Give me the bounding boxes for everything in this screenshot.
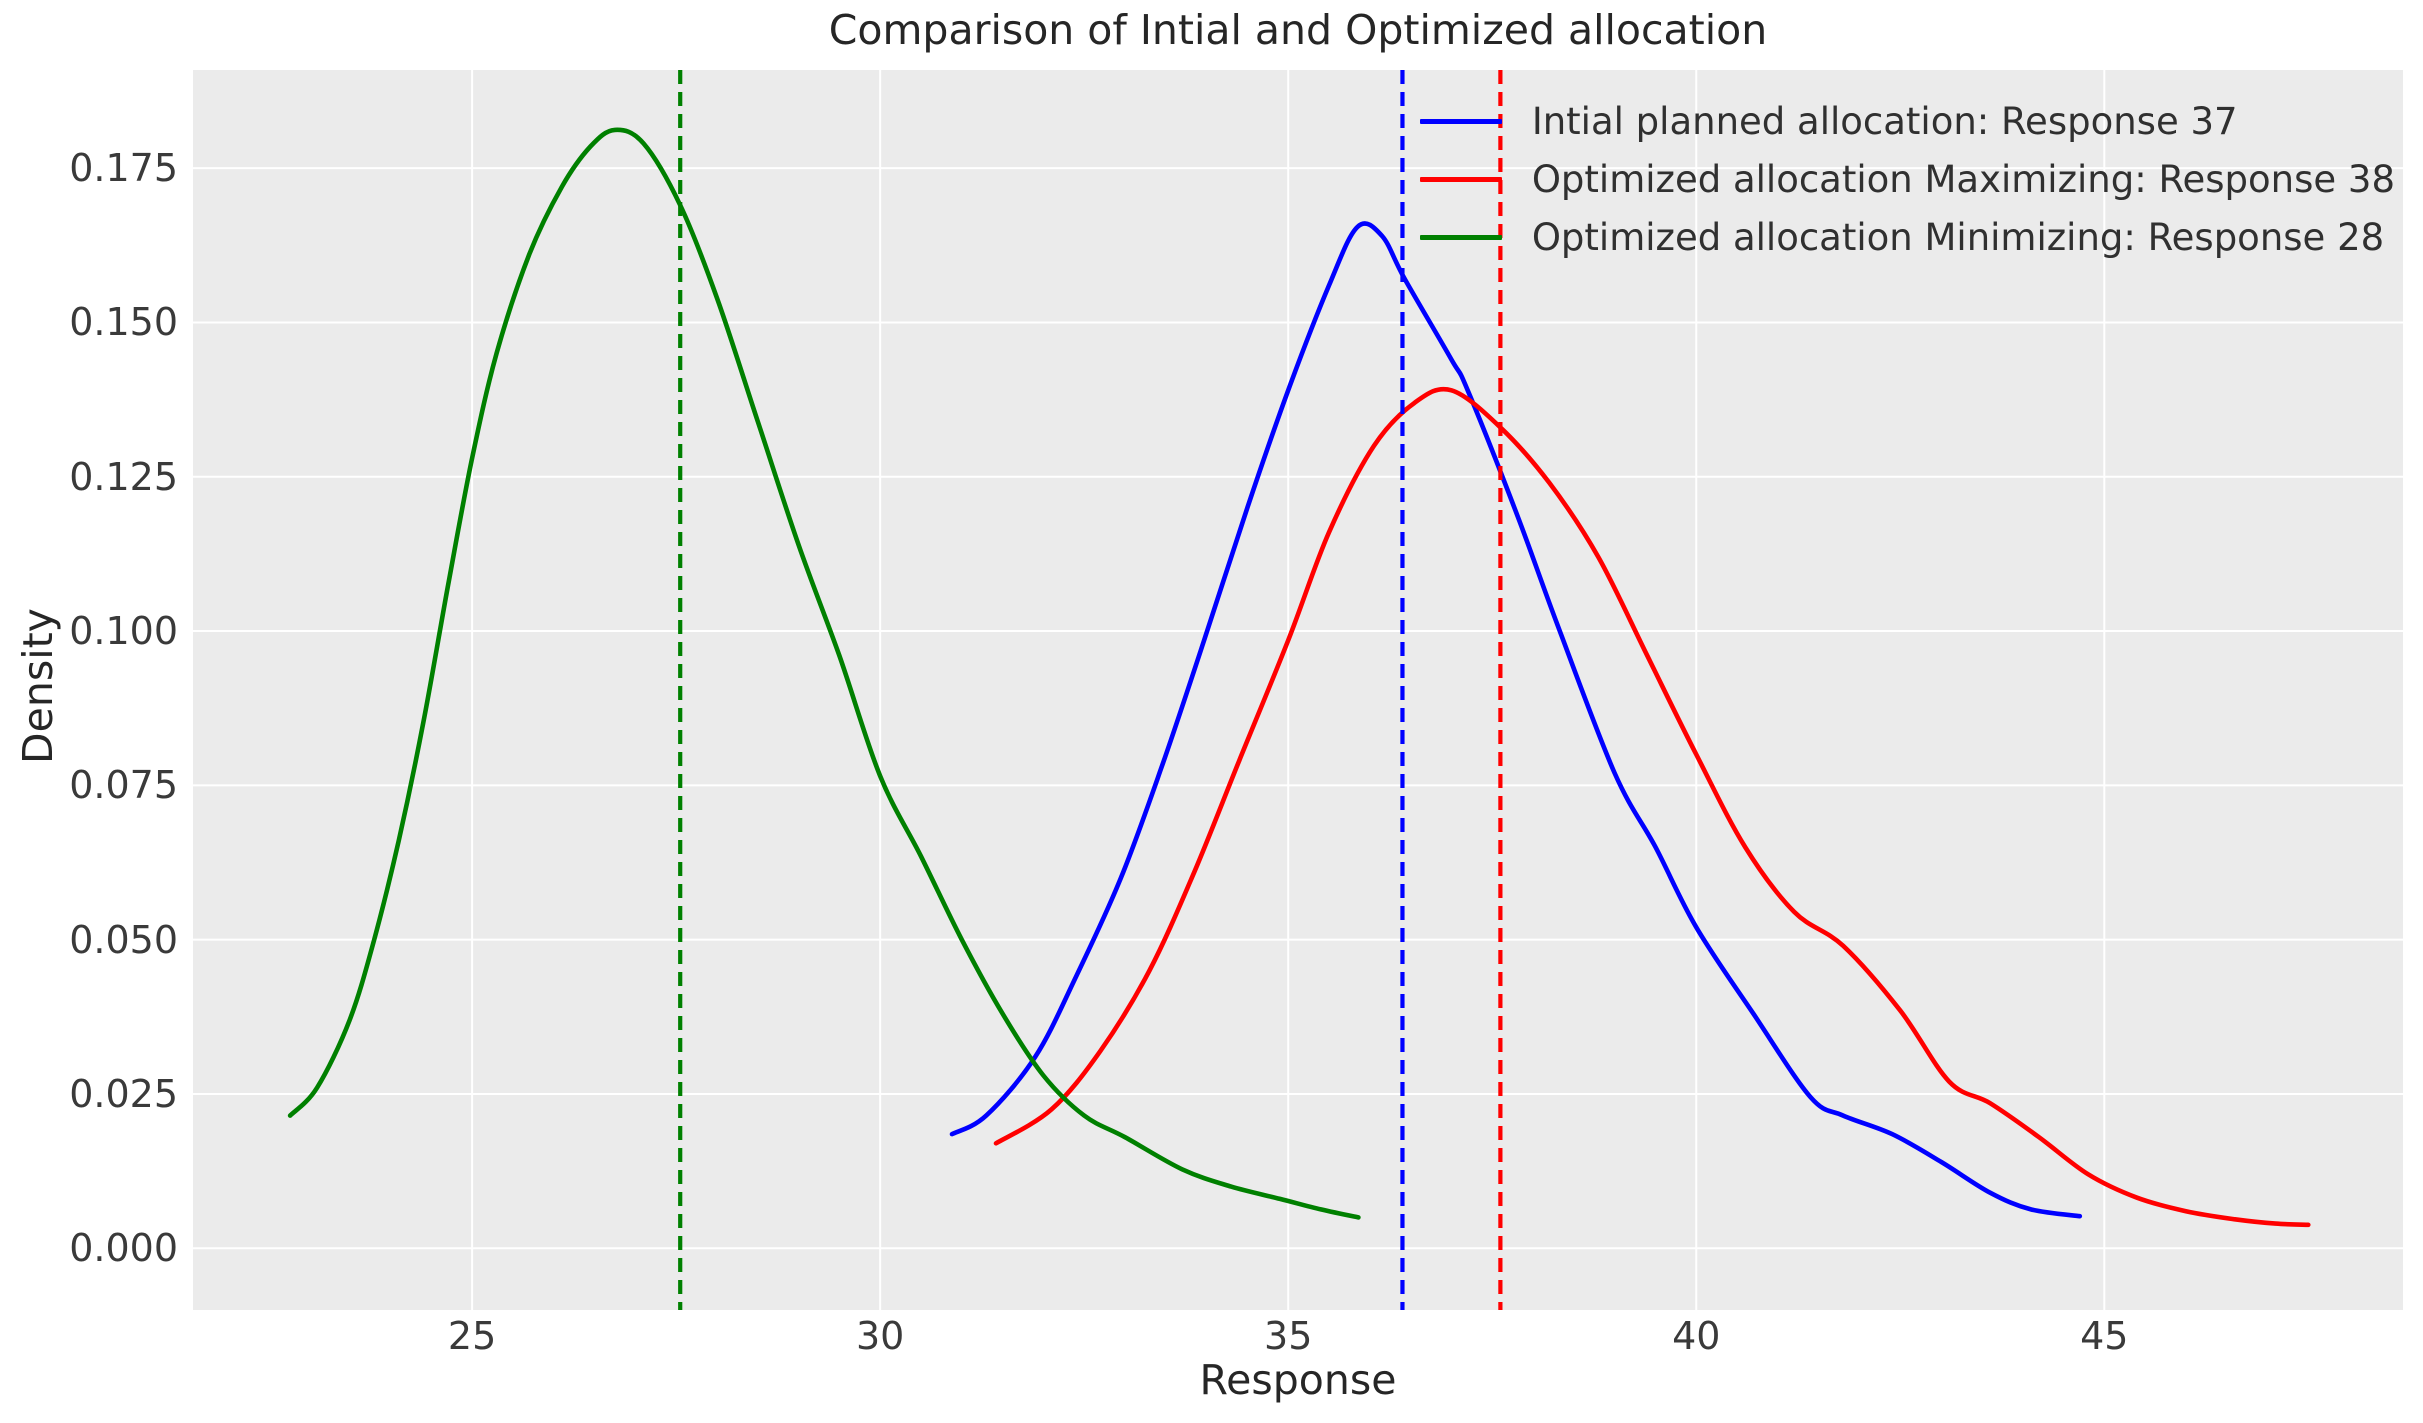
x-tick-label: 40 — [1672, 1314, 1721, 1358]
legend-item-label: Optimized allocation Maximizing: Respons… — [1531, 157, 2395, 201]
density-curve-initial — [949, 221, 2083, 1219]
legend-item: Optimized allocation Minimizing: Respons… — [1419, 208, 2395, 266]
legend-line-sample — [1419, 176, 1502, 182]
legend-item: Optimized allocation Maximizing: Respons… — [1419, 150, 2395, 208]
density-curve-maximizing — [993, 386, 2311, 1228]
y-tick-label: 0.075 — [69, 763, 178, 808]
y-tick-label: 0.000 — [69, 1226, 178, 1271]
y-tick-label: 0.150 — [69, 300, 178, 345]
x-tick-label: 25 — [447, 1314, 497, 1358]
chart-title: Comparison of Intial and Optimized alloc… — [828, 6, 1768, 54]
density-curve-minimizing — [287, 127, 1361, 1220]
y-tick-label: 0.050 — [69, 917, 178, 962]
legend-item-label: Intial planned allocation: Response 37 — [1531, 99, 2238, 143]
y-tick-label: 0.125 — [69, 454, 178, 499]
y-tick-label: 0.175 — [69, 146, 178, 191]
x-tick-label: 30 — [855, 1314, 905, 1358]
y-tick-label: 0.100 — [69, 609, 178, 654]
legend-line-sample — [1419, 118, 1502, 124]
legend-item-label: Optimized allocation Minimizing: Respons… — [1531, 215, 2385, 259]
legend: Intial planned allocation: Response 37 Op… — [1419, 92, 2395, 266]
x-tick-label: 45 — [2080, 1314, 2129, 1358]
legend-item: Intial planned allocation: Response 37 — [1419, 92, 2395, 150]
x-tick-label: 35 — [1264, 1314, 1313, 1358]
y-tick-label: 0.025 — [69, 1071, 178, 1116]
x-axis-label: Response — [1199, 1356, 1397, 1404]
legend-line-sample — [1419, 234, 1502, 240]
plot-area — [193, 70, 2403, 1310]
